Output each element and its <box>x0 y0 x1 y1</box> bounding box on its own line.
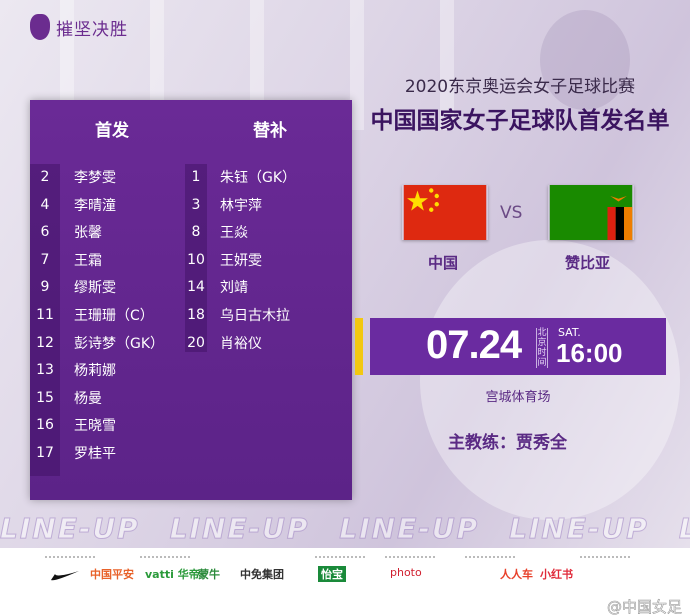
roster-panel: 首发 替补 2 李梦雯 4 李晴潼 6 张馨 7 王霜 9 缪斯雯 11 王珊珊（C） 12 彭诗梦（GK… <box>30 100 352 500</box>
match-date: 07.24 <box>426 323 522 367</box>
sponsor-logo: 中免集团 <box>240 568 284 581</box>
player-number: 16 <box>36 417 54 434</box>
player-name: 杨莉娜 <box>74 363 116 380</box>
sponsor-logo: 怡宝 <box>318 566 346 582</box>
weekday: SAT. <box>558 326 581 339</box>
player-number: 9 <box>40 279 50 296</box>
player-name: 李梦雯 <box>74 170 116 186</box>
player-name: 王妍雯 <box>220 252 262 269</box>
player-number: 11 <box>36 307 54 323</box>
player-number: 20 <box>187 334 205 351</box>
player-number: 6 <box>40 224 50 241</box>
sponsor-logo: photo <box>390 566 422 579</box>
player-name: 杨曼 <box>74 390 102 407</box>
team-logo: 摧坚决胜 <box>30 14 128 40</box>
player-name: 乌日古木拉 <box>220 308 290 324</box>
player-name: 肖裕仪 <box>220 335 262 352</box>
sponsor-logo: 蒙牛 <box>198 568 220 581</box>
player-name: 王焱 <box>220 225 248 242</box>
page-title: 中国国家女子足球队首发名单 <box>370 108 670 134</box>
player-number: 10 <box>187 251 205 268</box>
player-name: 李晴潼 <box>74 197 116 214</box>
player-name: 彭诗梦（GK） <box>74 335 165 352</box>
sponsor-logo: 中国平安 <box>90 568 134 581</box>
player-name: 王珊珊（C） <box>74 308 154 324</box>
venue: 宫城体育场 <box>485 390 551 405</box>
player-number: 7 <box>40 251 50 268</box>
nike-swoosh-icon <box>51 571 79 581</box>
player-number: 12 <box>36 334 54 351</box>
player-number: 18 <box>187 307 205 323</box>
player-name: 王霜 <box>74 252 102 269</box>
player-number: 13 <box>36 362 54 379</box>
home-team: 中国 <box>428 254 459 272</box>
sponsor-logo: vatti 华帝 <box>145 568 200 581</box>
away-team: 赞比亚 <box>565 254 611 272</box>
kickoff-time: 16:00 <box>556 338 623 368</box>
event-title: 2020东京奥运会女子足球比赛 <box>404 77 636 97</box>
sponsor-strip: 中国平安 vatti 华帝 蒙牛 中免集团 怡宝 photo 人人车 小红书 @… <box>0 548 690 615</box>
player-name: 朱钰（GK） <box>220 170 297 186</box>
player-name: 王晓雪 <box>74 418 116 435</box>
player-number: 17 <box>36 445 54 461</box>
player-number: 8 <box>191 224 201 241</box>
player-number: 4 <box>40 196 50 213</box>
player-name: 林宇萍 <box>220 197 262 214</box>
subs-heading: 替补 <box>218 116 322 141</box>
china-flag-icon <box>403 185 487 240</box>
player-number: 3 <box>191 196 201 213</box>
accent-bar <box>355 318 363 375</box>
head-coach: 主教练：贾秀全 <box>448 433 567 453</box>
player-number: 15 <box>36 389 54 406</box>
player-name: 缪斯雯 <box>74 280 116 297</box>
zambia-flag-icon <box>549 185 633 240</box>
player-name: 罗桂平 <box>74 446 116 462</box>
player-name: 刘靖 <box>220 280 248 297</box>
vs-label: VS <box>500 203 523 223</box>
player-number: 14 <box>187 279 205 296</box>
player-number: 2 <box>40 169 50 185</box>
header-titles: 2020东京奥运会女子足球比赛 中国国家女子足球队首发名单 <box>360 72 680 135</box>
starters-heading: 首发 <box>60 116 164 141</box>
sponsor-logo: 人人车 <box>500 568 533 581</box>
match-time-banner: 07.24 北京时间 SAT. 16:00 <box>370 318 666 375</box>
player-number: 1 <box>191 169 201 185</box>
slogan: 摧坚决胜 <box>56 19 128 40</box>
player-name: 张馨 <box>74 225 102 242</box>
weibo-watermark: @中国女足 <box>606 598 683 615</box>
timezone-label: 北京时间 <box>536 328 548 368</box>
sponsor-logo: 小红书 <box>540 568 573 581</box>
phoenix-emblem-icon <box>30 14 50 40</box>
